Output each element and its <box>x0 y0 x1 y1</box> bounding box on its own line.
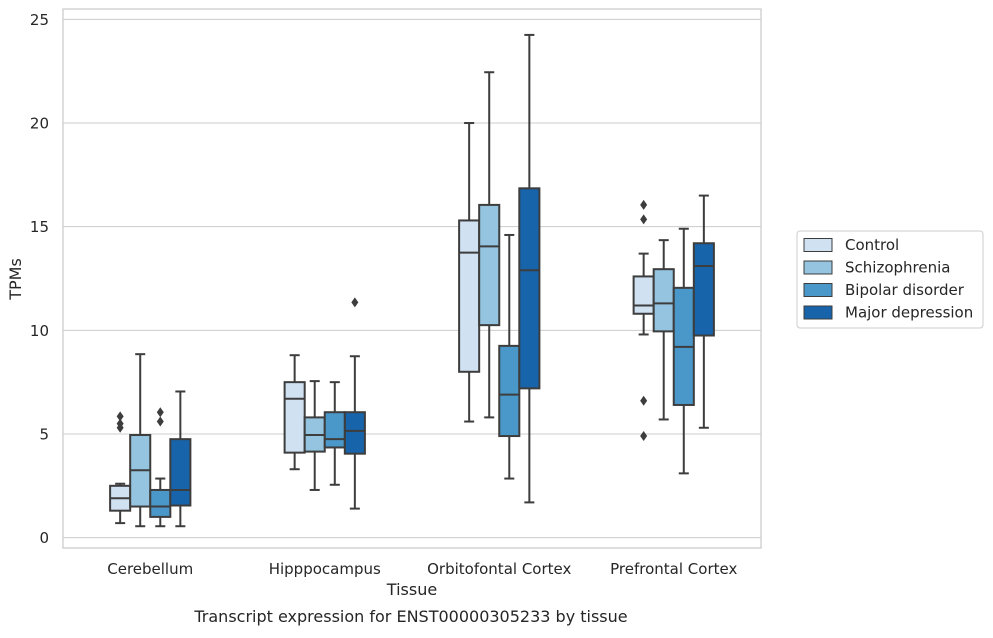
figure-caption: Transcript expression for ENST0000030523… <box>193 607 627 626</box>
box-bipolar-disorder <box>149 407 172 528</box>
box-schizophrenia <box>652 239 675 421</box>
iqr-box <box>458 219 481 373</box>
x-tick-label: Cerebellum <box>107 560 193 578</box>
y-tick-label: 0 <box>39 529 49 547</box>
box-major-depression <box>518 33 541 504</box>
outlier-point <box>156 407 164 418</box>
outlier-point <box>640 214 648 225</box>
box-bipolar-disorder <box>498 233 521 480</box>
box-control <box>109 411 132 525</box>
plot-area-frame <box>62 8 762 549</box>
iqr-box <box>652 268 675 333</box>
y-tick-label: 5 <box>39 425 49 443</box>
iqr-box <box>343 411 366 455</box>
box-control <box>283 354 306 471</box>
iqr-box <box>498 344 521 438</box>
box-schizophrenia <box>478 71 501 419</box>
box-groups <box>109 33 715 528</box>
y-axis-title: TPMs <box>6 258 25 301</box>
iqr-box <box>283 381 306 454</box>
outlier-point <box>156 416 164 427</box>
box-major-depression <box>169 390 192 528</box>
outlier-point <box>640 431 648 442</box>
legend-swatch <box>803 238 833 252</box>
y-tick-label: 15 <box>30 218 49 236</box>
iqr-box <box>169 438 192 507</box>
box-schizophrenia <box>303 380 326 491</box>
y-tick-label: 20 <box>30 115 49 133</box>
grid-lines <box>63 18 761 539</box>
y-tick-labels: 0 5 10 15 20 25 <box>30 11 49 547</box>
legend: Control Schizophrenia Bipolar disorder Majo… <box>796 230 984 329</box>
outlier-point <box>116 418 124 429</box>
box-bipolar-disorder <box>323 381 346 486</box>
iqr-box <box>323 411 346 449</box>
x-tick-label: Prefrontal Cortex <box>610 560 737 578</box>
box-bipolar-disorder <box>672 227 695 475</box>
legend-label: Major depression <box>845 304 973 322</box>
y-tick-label: 10 <box>30 322 49 340</box>
y-tick-label: 25 <box>30 11 49 29</box>
box-major-depression <box>343 297 366 510</box>
x-tick-label: Orbitofontal Cortex <box>427 560 571 578</box>
iqr-box <box>149 488 172 518</box>
box-schizophrenia <box>129 353 152 528</box>
legend-swatch <box>803 305 833 320</box>
box-control <box>458 122 481 423</box>
legend-swatch <box>803 260 833 275</box>
box-major-depression <box>692 194 715 429</box>
x-tick-labels: Cerebellum Hipppocampus Orbitofontal Corte… <box>107 560 737 578</box>
outlier-point <box>640 199 648 210</box>
legend-label: Control <box>845 236 899 254</box>
legend-swatch <box>803 283 833 297</box>
iqr-box <box>478 203 501 327</box>
box-control <box>632 199 655 442</box>
x-axis-title: Tissue <box>386 580 437 599</box>
outlier-point <box>351 297 359 308</box>
legend-label: Bipolar disorder <box>845 281 965 299</box>
iqr-box <box>692 242 715 337</box>
outlier-point <box>116 411 124 422</box>
outlier-point <box>640 395 648 406</box>
x-tick-label: Hipppocampus <box>269 560 381 578</box>
legend-label: Schizophrenia <box>845 259 950 277</box>
legend-frame <box>796 230 984 329</box>
iqr-box <box>632 275 655 315</box>
iqr-box <box>518 187 541 390</box>
